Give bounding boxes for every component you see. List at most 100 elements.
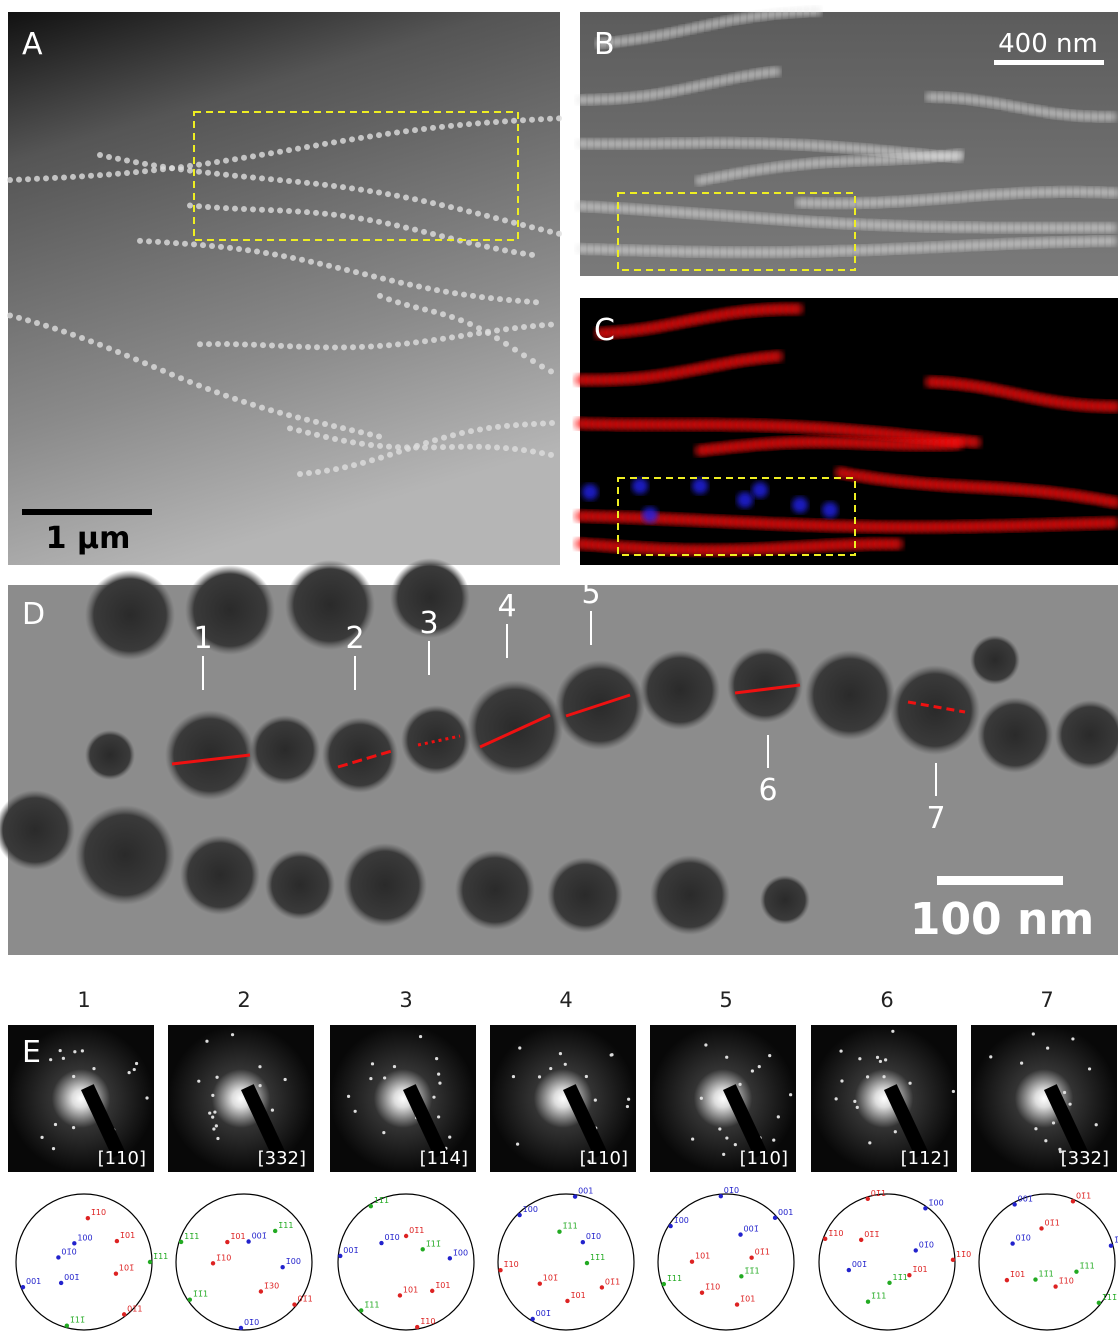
diffraction-spot: [215, 1076, 218, 1079]
pole-label: 1̄11: [1079, 1262, 1094, 1271]
pole-label: 1̄11: [278, 1221, 293, 1230]
nanoparticle: [467, 680, 563, 776]
diffraction-spot: [1063, 1091, 1066, 1094]
pole: [292, 1302, 296, 1306]
nanoparticle: [214, 205, 220, 211]
nanoparticle: [479, 294, 485, 300]
nanoparticle: [412, 196, 418, 202]
nanoparticle: [450, 432, 456, 438]
pole: [565, 1299, 569, 1303]
diffraction-spot: [908, 1082, 911, 1085]
pole: [585, 1261, 589, 1265]
nanoparticle: [250, 715, 320, 785]
pole-label: 01̄0: [919, 1240, 934, 1249]
nanoparticle: [106, 154, 112, 160]
nanoparticle: [533, 299, 539, 305]
nanoparticle: [232, 396, 238, 402]
nanoparticle: [376, 219, 382, 225]
nanoparticle: [805, 650, 895, 740]
nanoparticle: [467, 332, 473, 338]
nanoparticle: [458, 317, 464, 323]
zone-axis: [332]: [1061, 1148, 1109, 1169]
nanoparticle: [97, 342, 103, 348]
nanoparticle: [16, 315, 22, 321]
nanoparticle: [227, 245, 233, 251]
nanoparticle: [434, 287, 440, 293]
nanoparticle: [214, 159, 220, 165]
nanoparticle: [377, 443, 383, 449]
particle-number: 2: [345, 621, 364, 656]
nanoparticle: [286, 147, 292, 153]
nanoparticle: [331, 423, 337, 429]
nanoparticle: [180, 835, 260, 915]
nanoparticle: [43, 323, 49, 329]
nanoparticle: [79, 335, 85, 341]
pole: [1005, 1278, 1009, 1282]
panel-e: 1[110]1̄11001̄1̄1001̄101̄01̄011̄11̄10010…: [8, 988, 1118, 1330]
nanoparticle: [493, 246, 499, 252]
nanoparticle: [475, 211, 481, 217]
particle-number: 5: [581, 576, 600, 611]
diffraction-spot: [54, 1123, 57, 1126]
diffraction-spot: [438, 1082, 441, 1085]
nanoparticle: [209, 243, 215, 249]
pole: [1053, 1284, 1057, 1288]
diffraction-spot: [512, 1075, 515, 1078]
nanoparticle: [313, 419, 319, 425]
diffraction-spot: [894, 1130, 897, 1133]
diffraction-spot: [258, 1084, 261, 1087]
eds-signal: [792, 303, 804, 315]
pole: [115, 1239, 119, 1243]
diffraction-spot: [952, 1090, 955, 1093]
pole: [225, 1240, 229, 1244]
nanoparticle: [467, 444, 473, 450]
nanoparticle: [457, 122, 463, 128]
stereogram: [338, 1194, 474, 1330]
nanoparticle: [367, 431, 373, 437]
diffraction-spot: [72, 1126, 75, 1129]
nanoparticle: [260, 342, 266, 348]
nanoparticle: [196, 162, 202, 168]
nanoparticle: [277, 177, 283, 183]
nanoparticle: [296, 428, 302, 434]
nanoparticle: [401, 705, 471, 775]
nanoparticle: [232, 173, 238, 179]
nanoparticle: [1107, 236, 1117, 246]
nanoparticle: [405, 446, 411, 452]
diffraction-spot: [369, 1077, 372, 1080]
nanoparticle: [440, 311, 446, 317]
pole-label: 1̄11: [562, 1222, 577, 1231]
pole: [866, 1299, 870, 1303]
nanoparticle: [70, 332, 76, 338]
nanoparticle: [378, 455, 384, 461]
nanoparticle: [268, 176, 274, 182]
eds-signal: [772, 350, 784, 362]
nanoparticle: [503, 445, 509, 451]
nanoparticle: [299, 257, 305, 263]
nanoparticle: [241, 174, 247, 180]
pole-label: 1̄01: [570, 1291, 585, 1300]
eds-signal: [792, 497, 808, 513]
diffraction-spot: [1071, 1037, 1074, 1040]
nanoparticle: [547, 229, 553, 235]
diffraction-spot: [564, 1063, 567, 1066]
pole: [148, 1260, 152, 1264]
nanoparticle: [367, 133, 373, 139]
column-number: 6: [880, 988, 893, 1012]
nanoparticle: [488, 295, 494, 301]
diffraction-spot: [1032, 1032, 1035, 1035]
nanoparticle: [304, 209, 310, 215]
diffraction-spot: [866, 1075, 869, 1078]
pole-label: 001: [778, 1208, 793, 1217]
eds-signal: [582, 484, 598, 500]
pole-label: 001̄: [536, 1309, 551, 1318]
nanoparticle: [461, 292, 467, 298]
zone-axis: [110]: [98, 1148, 146, 1169]
pole: [72, 1241, 76, 1245]
diffraction-spot: [725, 1136, 728, 1139]
nanoparticle: [322, 141, 328, 147]
nanoparticle: [295, 415, 301, 421]
diffraction-spot: [585, 1075, 588, 1078]
nanoparticle: [467, 321, 473, 327]
pole-label: 1̄01: [230, 1232, 245, 1241]
